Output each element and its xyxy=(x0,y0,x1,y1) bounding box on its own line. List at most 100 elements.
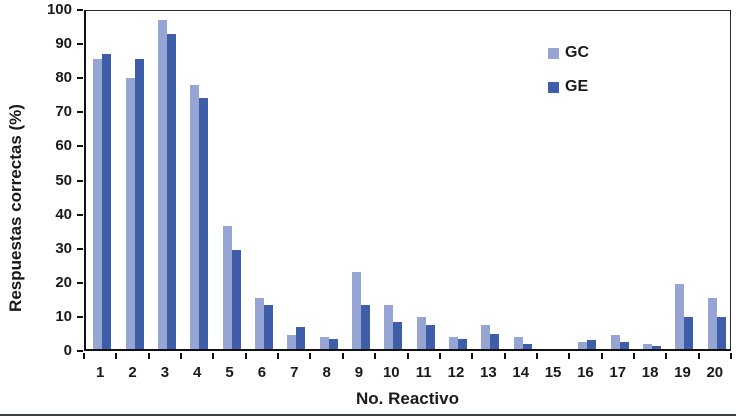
x-axis-tick xyxy=(83,353,85,359)
y-axis-tick xyxy=(77,77,83,80)
legend-label-gc: GC xyxy=(565,44,589,61)
x-axis-tick xyxy=(277,353,280,359)
y-axis-title: Respuestas correctas (%) xyxy=(6,104,25,312)
bar-gc-13 xyxy=(481,325,491,349)
x-axis-tick xyxy=(600,353,603,359)
x-axis-tick xyxy=(244,353,247,359)
x-axis-tick xyxy=(374,353,377,359)
x-axis-tick xyxy=(503,353,506,359)
x-tick-label-4: 4 xyxy=(193,364,202,381)
legend-item-ge: GE xyxy=(548,78,589,96)
x-tick-label-14: 14 xyxy=(512,364,530,381)
y-tick-label-100: 100 xyxy=(46,1,72,18)
x-tick-label-1: 1 xyxy=(96,364,105,381)
y-tick-label-30: 30 xyxy=(55,239,72,257)
x-tick-label-5: 5 xyxy=(225,364,234,381)
x-tick-label-6: 6 xyxy=(257,364,267,381)
y-tick-label-40: 40 xyxy=(55,205,72,223)
bar-gc-7 xyxy=(287,335,297,349)
bar-gc-14 xyxy=(513,337,523,349)
x-tick-label-12: 12 xyxy=(447,364,465,381)
bar-gc-11 xyxy=(416,316,426,349)
x-axis-tick xyxy=(568,353,571,359)
legend: GC GE xyxy=(548,44,589,112)
x-axis-tick xyxy=(341,353,344,359)
x-tick-label-2: 2 xyxy=(128,364,137,381)
x-tick-label-18: 18 xyxy=(641,364,659,381)
bar-ge-11 xyxy=(425,325,435,349)
gc-series-swatch xyxy=(548,47,559,59)
x-axis-tick xyxy=(406,353,409,359)
y-tick-label-20: 20 xyxy=(55,273,72,291)
bar-gc-8 xyxy=(319,337,329,349)
bar-ge-10 xyxy=(393,321,403,349)
y-axis-tick xyxy=(77,281,83,284)
x-axis-tick xyxy=(471,353,474,359)
bottom-divider xyxy=(0,414,736,416)
bar-gc-4 xyxy=(190,84,200,349)
bar-ge-17 xyxy=(619,342,629,349)
bar-ge-2 xyxy=(134,59,144,349)
bar-gc-19 xyxy=(675,284,685,349)
y-axis-tick xyxy=(77,315,83,318)
x-tick-label-3: 3 xyxy=(160,364,170,381)
bar-ge-16 xyxy=(587,340,597,349)
bar-gc-10 xyxy=(384,304,394,349)
bar-ge-19 xyxy=(684,316,694,349)
bar-gc-20 xyxy=(707,297,717,349)
bar-ge-4 xyxy=(199,98,209,349)
bar-gc-16 xyxy=(578,342,588,349)
bar-gc-2 xyxy=(125,77,135,349)
y-tick-label-60: 60 xyxy=(55,137,72,155)
ge-series-swatch xyxy=(548,81,559,93)
bar-gc-5 xyxy=(222,226,232,349)
y-tick-label-90: 90 xyxy=(55,35,72,53)
bar-gc-6 xyxy=(254,297,264,349)
y-tick-label-80: 80 xyxy=(55,69,72,87)
bar-ge-1 xyxy=(102,54,112,349)
y-axis-tick xyxy=(77,247,83,250)
bar-gc-3 xyxy=(157,19,167,349)
y-tick-label-0: 0 xyxy=(63,342,72,359)
bar-ge-14 xyxy=(522,343,532,349)
x-tick-label-13: 13 xyxy=(480,364,497,381)
x-tick-label-19: 19 xyxy=(674,364,691,381)
x-axis-tick xyxy=(212,353,215,359)
y-axis-tick xyxy=(77,213,83,216)
bar-gc-1 xyxy=(93,59,103,349)
bar-ge-18 xyxy=(652,345,662,349)
bar-ge-12 xyxy=(458,338,468,349)
x-tick-label-8: 8 xyxy=(322,364,331,381)
y-tick-label-10: 10 xyxy=(55,307,72,325)
x-axis-tick xyxy=(730,353,732,359)
y-tick-label-50: 50 xyxy=(55,171,72,189)
bar-ge-6 xyxy=(263,304,273,349)
bar-gc-9 xyxy=(351,272,361,349)
x-axis-tick xyxy=(115,353,118,359)
legend-label-ge: GE xyxy=(565,78,589,95)
y-axis-tick xyxy=(77,145,83,148)
x-axis-tick xyxy=(438,353,441,359)
y-axis-tick xyxy=(77,111,83,114)
x-axis-tick xyxy=(535,353,538,359)
bar-gc-12 xyxy=(449,337,459,349)
x-tick-label-20: 20 xyxy=(706,364,724,381)
bar-ge-20 xyxy=(716,316,726,349)
x-axis-title: No. Reactivo xyxy=(356,389,459,408)
y-axis-tick xyxy=(77,179,83,182)
bar-gc-18 xyxy=(643,343,653,349)
y-axis-tick xyxy=(77,9,83,11)
bar-ge-5 xyxy=(231,250,241,349)
x-tick-label-17: 17 xyxy=(609,364,627,381)
y-axis-tick xyxy=(77,350,83,352)
x-axis-tick xyxy=(180,353,183,359)
y-axis-tick xyxy=(77,43,83,46)
x-tick-label-11: 11 xyxy=(415,364,432,381)
bar-ge-7 xyxy=(296,326,306,349)
x-tick-label-9: 9 xyxy=(354,364,364,381)
bar-ge-9 xyxy=(360,304,370,349)
bar-ge-3 xyxy=(166,33,176,349)
bar-gc-17 xyxy=(610,335,620,349)
x-axis-tick xyxy=(632,353,635,359)
